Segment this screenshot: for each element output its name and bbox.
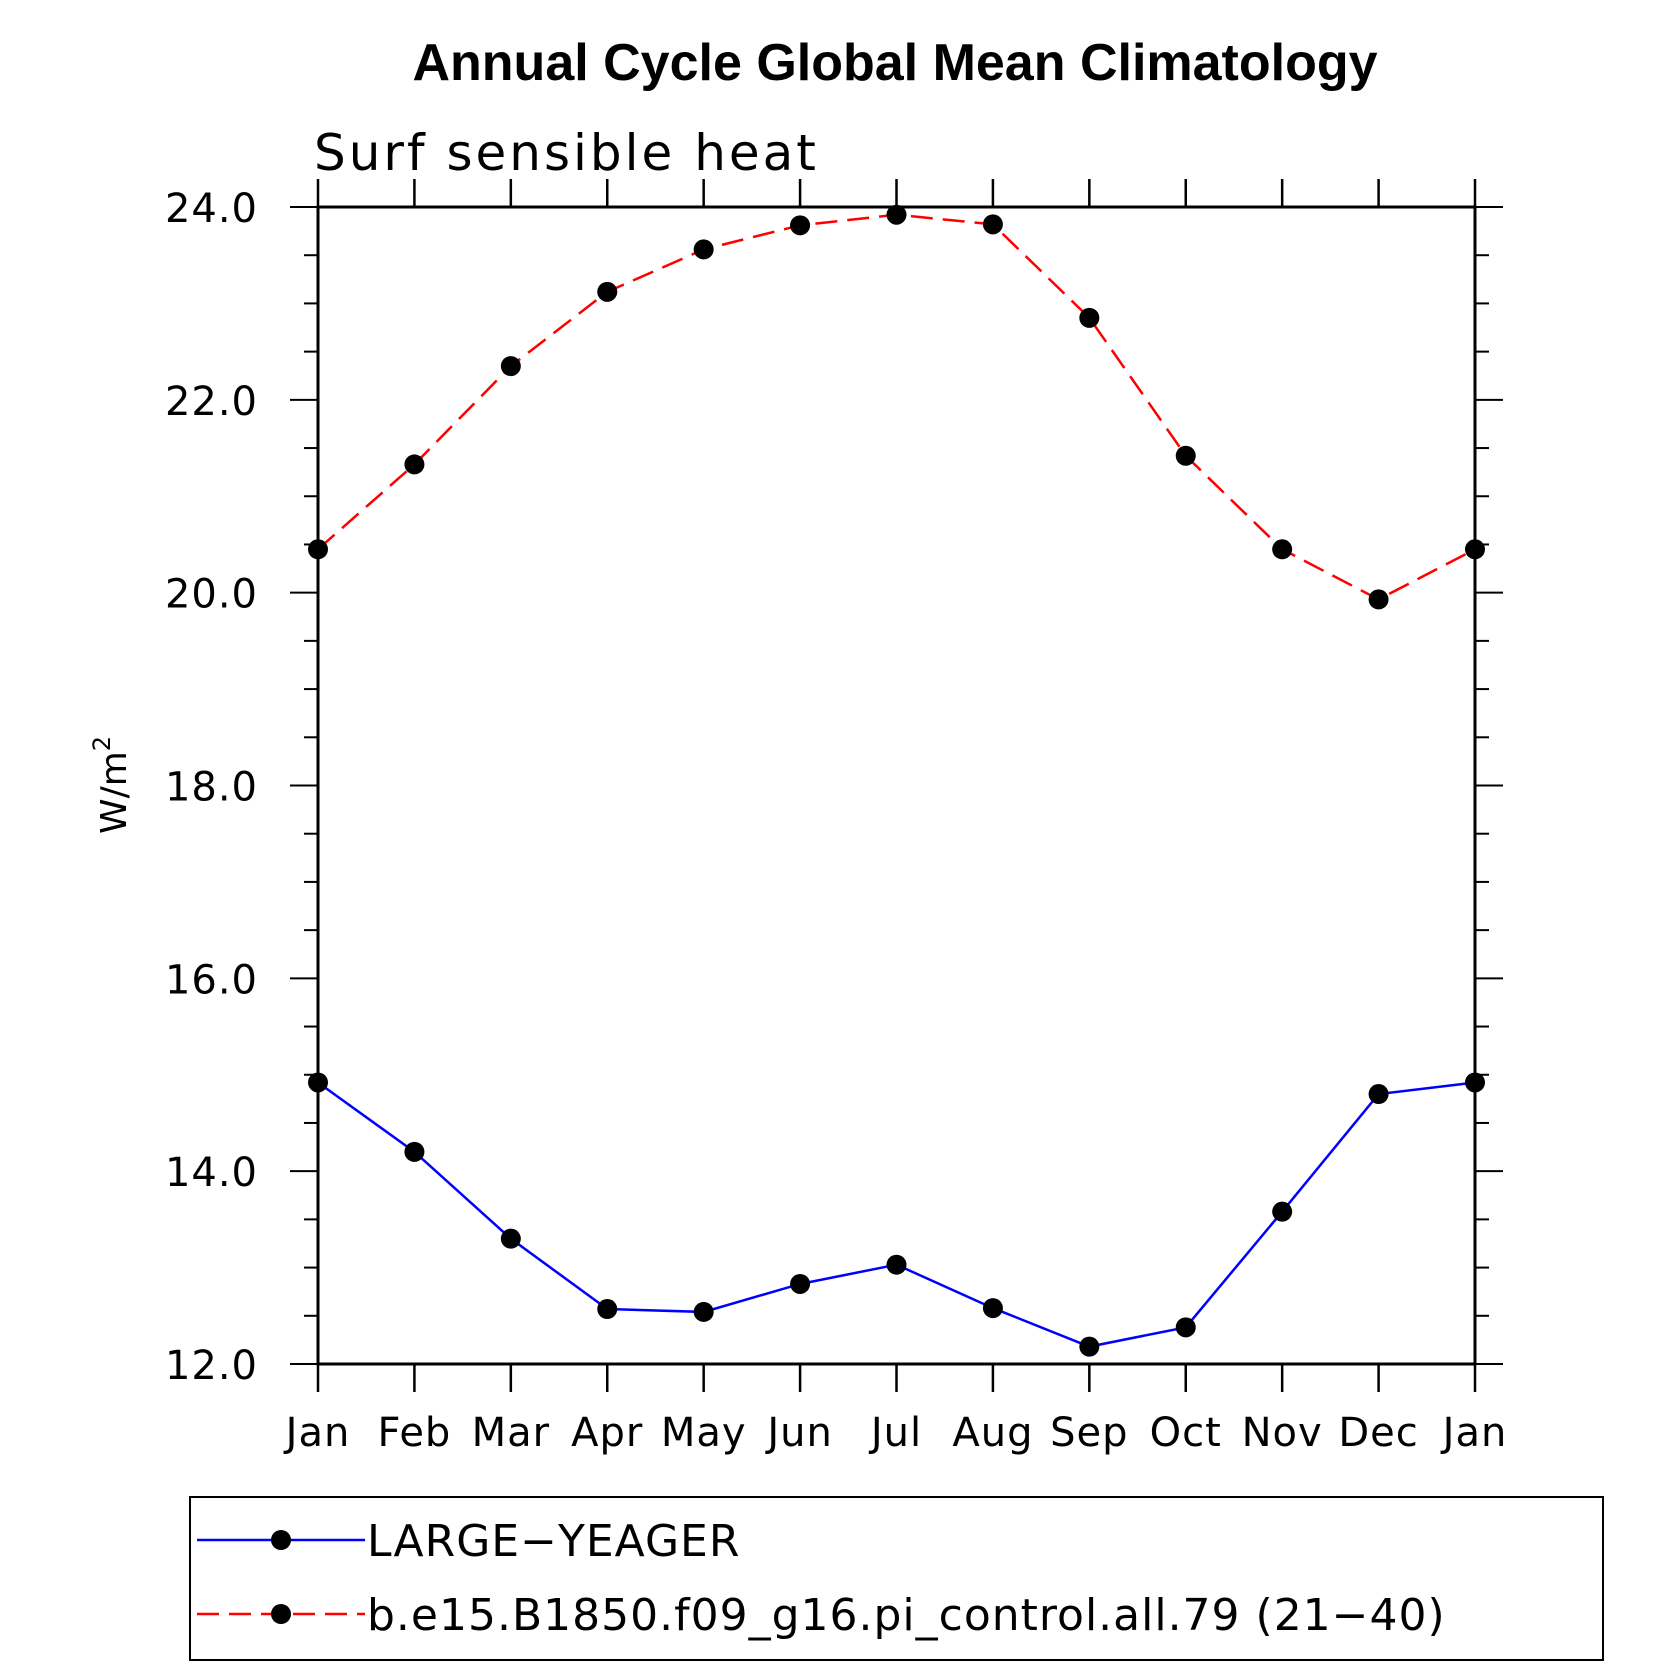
x-tick-label: Apr: [571, 1410, 643, 1456]
legend-marker-1: [271, 1604, 291, 1624]
series-0-point: [1079, 1336, 1100, 1357]
y-tick-label: 20.0: [165, 572, 258, 618]
series-0-point: [1368, 1084, 1389, 1105]
series-0-point: [597, 1299, 618, 1320]
series-0-point: [790, 1273, 811, 1294]
series-0-point: [982, 1298, 1003, 1319]
x-tick-label: Jul: [868, 1410, 922, 1456]
series-1-point: [1465, 539, 1485, 560]
axis-ticks: [290, 179, 1503, 1392]
legend-label-0: LARGE−YEAGER: [367, 1516, 740, 1567]
series-layer: [308, 204, 1485, 1357]
series-1-point: [1368, 589, 1389, 610]
y-tick-label: 22.0: [165, 379, 258, 425]
x-tick-label: Jun: [764, 1410, 833, 1456]
y-tick-label: 14.0: [165, 1150, 258, 1196]
x-tick-label: Sep: [1050, 1410, 1128, 1456]
legend-marker-0: [271, 1530, 291, 1550]
y-tick-label: 24.0: [165, 186, 258, 232]
y-axis-label: W/m2: [88, 736, 135, 834]
chart-title: Annual Cycle Global Mean Climatology: [412, 34, 1377, 92]
series-1-point: [982, 214, 1003, 235]
series-0-point: [693, 1301, 714, 1322]
x-tick-label: Mar: [472, 1410, 550, 1456]
chart-subtitle: Surf sensible heat: [314, 124, 819, 182]
x-tick-label: Dec: [1338, 1410, 1418, 1456]
x-tick-label: Nov: [1242, 1410, 1323, 1456]
svg-text:W/m2: W/m2: [88, 736, 135, 834]
x-tick-label: Feb: [378, 1410, 452, 1456]
series-1-point: [308, 539, 328, 560]
plot-frame: [316, 205, 1477, 1366]
y-tick-label: 18.0: [165, 765, 258, 811]
series-0-point: [1175, 1317, 1196, 1338]
series-1-point: [500, 356, 521, 377]
series-0-point: [308, 1072, 328, 1093]
series-1-point: [693, 239, 714, 260]
x-tick-label: Jan: [283, 1410, 351, 1456]
y-tick-label: 12.0: [165, 1343, 258, 1389]
series-0-point: [1272, 1201, 1293, 1222]
series-0-point: [500, 1228, 521, 1249]
series-0-point: [404, 1141, 425, 1162]
legend: LARGE−YEAGER b.e15.B1850.f09_g16.pi_cont…: [189, 1496, 1604, 1661]
series-1-point: [1175, 445, 1196, 466]
series-1-point: [1079, 307, 1100, 328]
series-1-point: [886, 204, 907, 225]
x-tick-label: Oct: [1150, 1410, 1222, 1456]
x-tick-label: Aug: [952, 1410, 1033, 1456]
y-tick-label: 16.0: [165, 957, 258, 1003]
x-tick-label: Jan: [1440, 1410, 1508, 1456]
x-tick-label: May: [661, 1410, 747, 1456]
series-1-point: [1272, 539, 1293, 560]
tick-labels: Jan Feb Mar Apr May Jun Jul Aug Sep Oct Nov Dec Jan 1…: [165, 186, 1508, 1456]
series-1-point: [597, 281, 618, 302]
y-axis-label-text: W/m: [94, 751, 135, 834]
legend-label-1: b.e15.B1850.f09_g16.pi_control.all.79 (2…: [367, 1590, 1446, 1641]
series-line-1: [317, 213, 1476, 601]
series-0-point: [886, 1254, 907, 1275]
series-line-0: [317, 1081, 1476, 1348]
series-0-point: [1465, 1072, 1485, 1093]
legend-box: [189, 1496, 1604, 1661]
y-axis-label-superscript: 2: [88, 736, 116, 751]
series-1-point: [404, 454, 425, 475]
series-1-point: [790, 215, 811, 236]
